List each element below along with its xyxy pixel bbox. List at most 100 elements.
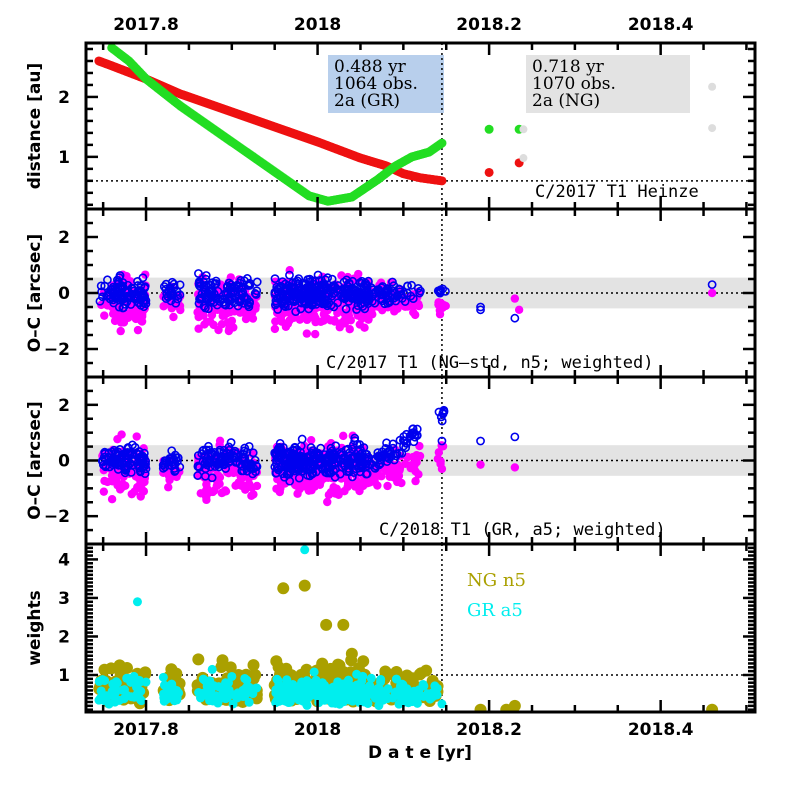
dec-residual-point xyxy=(352,288,362,298)
dec-residual-point xyxy=(234,282,244,291)
dec-residual-point xyxy=(194,269,203,278)
ng-weight-point xyxy=(98,663,111,676)
dec-residual-point xyxy=(408,294,418,304)
dec-residual-point xyxy=(206,296,216,306)
dec-residual-point xyxy=(275,438,285,448)
ng-weight-point xyxy=(413,668,426,681)
dec-residual-point xyxy=(377,450,387,460)
dec-residual-point xyxy=(283,291,292,300)
dec-residual-point xyxy=(382,452,392,462)
ra-residual-point xyxy=(410,454,419,463)
green-point xyxy=(437,138,447,148)
ra-residual-point xyxy=(323,497,332,507)
dec-residual-point xyxy=(194,281,204,290)
ra-residual-point xyxy=(107,494,117,504)
info-box-1 xyxy=(328,55,444,113)
info-box-line: 1064 obs. xyxy=(334,74,418,94)
ra-residual-point xyxy=(285,316,294,325)
gr-weight-point xyxy=(219,692,229,702)
panel-weights: NG n5 GR a5 xyxy=(86,544,755,712)
dec-residual-point xyxy=(374,460,384,470)
ra-residual-point xyxy=(229,323,238,332)
ra-residual-point xyxy=(434,448,444,457)
dec-residual-point xyxy=(251,290,261,299)
gr-weight-point xyxy=(325,690,335,700)
ra-residual-point xyxy=(138,485,147,495)
gr-weight-point xyxy=(403,698,413,708)
dec-residual-point xyxy=(306,443,316,452)
dec-residual-point xyxy=(434,407,444,417)
dec-residual-point xyxy=(305,461,315,471)
red-point xyxy=(437,176,447,186)
dec-residual-point xyxy=(313,270,323,280)
ra-residual-point xyxy=(118,479,127,489)
dec-residual-point xyxy=(360,304,370,314)
dec-residual-point xyxy=(231,457,240,467)
dec-residual-point xyxy=(476,305,485,315)
dec-residual-point xyxy=(347,289,356,299)
gr-weight-point xyxy=(375,684,385,694)
gr-weight-point xyxy=(297,677,307,687)
panel-annotation: C/2017 T1 Heinze xyxy=(535,182,699,202)
dec-residual-point xyxy=(367,291,377,301)
dec-residual-point xyxy=(245,278,255,288)
dec-residual-point xyxy=(410,430,420,439)
ra-residual-point xyxy=(251,304,260,313)
dec-residual-point xyxy=(124,443,133,453)
ra-residual-point xyxy=(295,315,305,324)
gr-weight-point xyxy=(376,696,386,706)
dec-residual-point xyxy=(123,280,133,290)
gr-weight-point xyxy=(342,693,352,703)
ra-residual-point xyxy=(514,305,524,314)
red-point xyxy=(484,167,494,177)
dec-residual-point xyxy=(98,460,108,470)
x-tick-label-bottom: 2018.2 xyxy=(456,720,522,740)
gr-weight-point xyxy=(158,672,168,682)
y-axis-title: O–C [arcsec] xyxy=(25,234,45,353)
gr-weight-point xyxy=(388,693,398,703)
dec-residual-point xyxy=(361,459,371,469)
legend-entry: NG n5 xyxy=(467,570,526,591)
x-tick-label-bottom: 2018.4 xyxy=(628,720,694,740)
gr-weight-point xyxy=(284,698,294,708)
dec-residual-point xyxy=(341,290,350,300)
dec-residual-point xyxy=(476,436,485,446)
gr-weight-point xyxy=(126,692,136,702)
gr-weight-point xyxy=(343,675,353,685)
dec-residual-point xyxy=(331,459,341,468)
y-tick-label: 2 xyxy=(58,396,70,416)
info-box-line: 1070 obs. xyxy=(532,74,616,94)
x-tick-label-top: 2018.2 xyxy=(456,15,522,35)
dec-residual-point xyxy=(193,451,203,460)
ra-residual-point xyxy=(206,317,215,326)
dec-residual-point xyxy=(349,468,359,477)
ra-residual-point xyxy=(235,308,245,317)
ng-weight-point xyxy=(247,659,260,672)
dec-residual-point xyxy=(409,437,419,447)
ra-residual-point xyxy=(247,483,257,492)
plot-area: NG n5 GR a5 xyxy=(86,544,755,712)
dec-residual-point xyxy=(270,300,280,310)
gr-weight-point xyxy=(432,690,442,700)
dec-residual-point xyxy=(276,281,286,291)
dec-residual-point xyxy=(441,286,450,296)
dec-residual-point xyxy=(272,468,281,478)
ra-residual-point xyxy=(332,484,341,494)
gr-weight-point xyxy=(306,690,316,700)
ra-residual-point xyxy=(111,475,121,485)
y-tick-label: 2 xyxy=(58,627,70,647)
y-tick-label: 3 xyxy=(58,589,70,609)
ra-residual-point xyxy=(354,269,363,279)
gr-weight-point xyxy=(366,687,376,697)
gr-weight-point xyxy=(135,695,145,705)
gr-weight-point xyxy=(207,664,217,674)
ra-residual-point xyxy=(272,484,281,493)
panel-oc-ng: C/2017 T1 (NG–std, n5; weighted) xyxy=(86,209,755,377)
gr-weight-point xyxy=(122,673,132,683)
dec-residual-point xyxy=(200,471,210,481)
gr-weight-point xyxy=(352,669,362,679)
gr-weight-point xyxy=(108,679,118,689)
ra-residual-point xyxy=(215,479,224,489)
